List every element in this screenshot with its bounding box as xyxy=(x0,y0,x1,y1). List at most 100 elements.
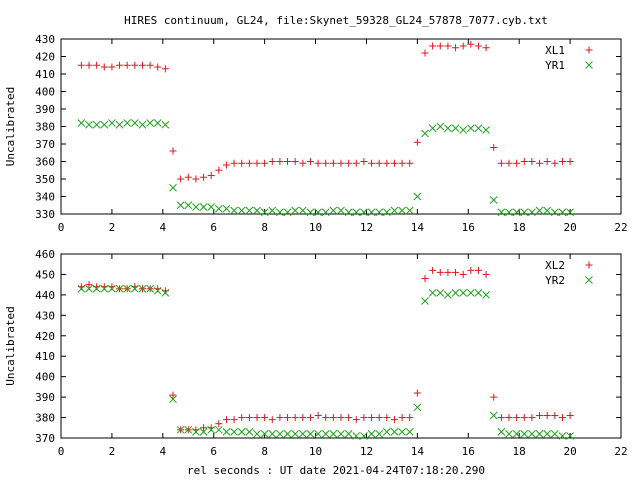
data-point xyxy=(550,208,559,217)
data-point xyxy=(268,430,277,438)
legend-marker-xl1 xyxy=(585,46,593,54)
data-point xyxy=(444,42,452,50)
data-point xyxy=(375,208,384,217)
legend-label-xl1: XL1 xyxy=(545,44,565,57)
data-point xyxy=(306,158,314,165)
data-point xyxy=(352,416,360,424)
data-point xyxy=(123,119,132,127)
y-tick-label: 460 xyxy=(35,248,55,261)
data-point xyxy=(482,126,490,134)
legend-label-yr2: YR2 xyxy=(545,274,565,287)
data-point xyxy=(314,208,322,217)
plot-frame xyxy=(60,253,622,439)
data-point xyxy=(230,416,238,424)
data-point xyxy=(329,414,337,422)
x-tick-label: 18 xyxy=(513,221,526,234)
data-point xyxy=(192,428,200,436)
data-point xyxy=(146,284,154,293)
data-point xyxy=(283,208,292,217)
bottom-panel: 370 380 390 400 410 420 430 440 450 460 0 2 4 6 8 10 12 1… xyxy=(4,248,628,458)
data-point xyxy=(314,412,322,420)
data-point xyxy=(566,432,574,440)
data-point xyxy=(566,158,574,165)
data-point xyxy=(459,126,468,134)
data-point xyxy=(245,206,254,215)
data-point xyxy=(253,430,261,438)
chart-title: HIRES continuum, GL24, file:Skynet_59328… xyxy=(124,14,548,27)
x-tick-label: 14 xyxy=(411,221,425,234)
y-tick-label: 390 xyxy=(35,391,55,404)
x-tick-label: 6 xyxy=(210,221,217,234)
data-point xyxy=(230,206,238,215)
data-point xyxy=(513,159,521,167)
data-point xyxy=(153,286,162,295)
data-point xyxy=(306,430,315,438)
data-point xyxy=(116,61,124,69)
data-point xyxy=(543,430,552,438)
data-point xyxy=(245,414,253,422)
data-point xyxy=(497,428,506,436)
data-point xyxy=(253,159,261,167)
series-xl2 xyxy=(77,266,574,434)
data-point xyxy=(169,183,177,192)
x-tick-label: 8 xyxy=(261,221,268,234)
data-point xyxy=(100,284,109,293)
data-point xyxy=(238,159,246,167)
data-point xyxy=(520,208,529,217)
data-point xyxy=(413,138,421,146)
data-point xyxy=(489,411,498,420)
data-point xyxy=(215,166,223,174)
data-point xyxy=(558,414,566,422)
data-point xyxy=(214,204,223,213)
x-tick-label: 2 xyxy=(109,221,116,234)
series-yr1 xyxy=(77,119,574,217)
data-point xyxy=(169,395,177,404)
data-point xyxy=(200,173,208,181)
data-point xyxy=(207,172,215,179)
x-tick-label: 14 xyxy=(411,445,425,458)
data-point xyxy=(131,61,139,69)
data-point xyxy=(551,412,559,420)
x-tick-label: 22 xyxy=(614,221,627,234)
data-point xyxy=(466,124,475,133)
data-point xyxy=(207,203,216,211)
data-point xyxy=(360,414,368,422)
data-point xyxy=(505,208,513,217)
data-point xyxy=(245,159,253,167)
data-point xyxy=(184,173,192,181)
data-point xyxy=(161,288,170,297)
x-axis-label: rel seconds : UT date 2021-04-24T07:18:2… xyxy=(187,464,485,477)
data-point xyxy=(466,288,475,297)
data-point xyxy=(177,175,185,183)
x-tick-label: 22 xyxy=(614,445,627,458)
data-point xyxy=(367,430,376,438)
x-tick-label: 10 xyxy=(309,221,322,234)
data-point xyxy=(237,428,246,436)
data-point xyxy=(413,389,421,397)
series-xl1 xyxy=(77,40,574,183)
y-tick-label: 430 xyxy=(35,309,55,322)
data-point xyxy=(299,414,307,422)
data-point xyxy=(428,288,437,297)
data-point xyxy=(512,430,521,438)
data-point xyxy=(352,208,361,217)
data-point xyxy=(497,208,506,217)
data-point xyxy=(566,412,574,420)
data-point xyxy=(276,208,284,217)
data-point xyxy=(345,414,353,422)
data-point xyxy=(115,284,124,293)
y-tick-label: 440 xyxy=(35,289,55,302)
data-point xyxy=(108,284,116,293)
data-point xyxy=(291,206,300,215)
data-point xyxy=(375,159,383,167)
data-point xyxy=(222,161,230,169)
data-point xyxy=(421,49,429,57)
data-point xyxy=(382,428,391,436)
data-point xyxy=(497,159,505,167)
data-point xyxy=(528,158,536,165)
data-point xyxy=(207,425,216,434)
data-point xyxy=(405,428,414,436)
x-tick-label: 0 xyxy=(58,445,65,458)
y-tick-label: 370 xyxy=(35,138,55,151)
data-point xyxy=(436,42,444,50)
